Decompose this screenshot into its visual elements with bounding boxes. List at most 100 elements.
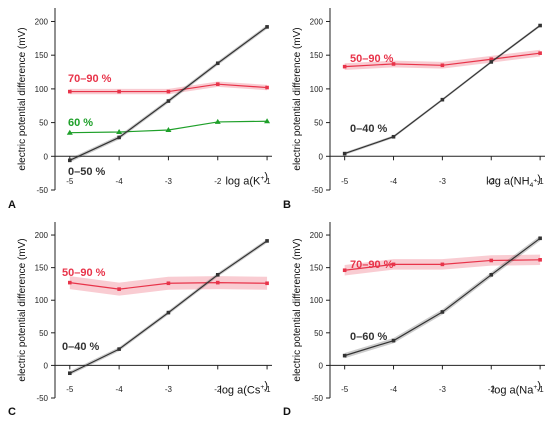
data-point xyxy=(391,338,396,343)
y-tick-label: -50 xyxy=(311,186,323,195)
x-tick-label: -2 xyxy=(214,177,222,186)
data-point xyxy=(67,280,72,285)
data-point xyxy=(117,135,121,140)
data-point xyxy=(538,23,542,28)
y-tick-label: 200 xyxy=(35,17,49,26)
y-tick-label: 150 xyxy=(310,264,324,273)
data-point xyxy=(66,129,73,135)
x-tick-label: -5 xyxy=(66,385,74,394)
data-point xyxy=(215,280,220,285)
x-tick-label: -3 xyxy=(439,385,447,394)
y-tick-label: 100 xyxy=(35,85,49,94)
y-axis-label: electric potential difference (mV) xyxy=(17,27,28,170)
chart-panel-c: -50 0 50 100 150 200 -5 -4 -3 -2 -1 electric potent… xyxy=(8,222,272,418)
data-point xyxy=(342,268,347,273)
y-axis-label: electric potential difference (mV) xyxy=(17,238,28,381)
data-point xyxy=(166,310,171,315)
x-tick-label: -3 xyxy=(165,385,173,394)
data-point xyxy=(440,310,445,314)
x-tick-label: -3 xyxy=(165,177,173,186)
x-axis-label: log a(NH4+) xyxy=(486,174,541,189)
data-point xyxy=(489,258,494,263)
y-tick-label: 0 xyxy=(44,152,49,161)
data-point xyxy=(391,262,396,267)
data-point xyxy=(67,371,72,376)
y-tick-label: 200 xyxy=(35,231,49,240)
data-point xyxy=(538,51,542,55)
data-point xyxy=(265,25,269,29)
y-tick-label: 100 xyxy=(310,296,324,305)
x-tick-label: -4 xyxy=(390,385,398,394)
y-tick-label: 50 xyxy=(39,329,48,338)
y-tick-label: 150 xyxy=(35,51,49,60)
y-tick-label: 200 xyxy=(310,17,324,26)
x-tick-label: -4 xyxy=(116,385,124,394)
data-point xyxy=(117,287,121,291)
data-point xyxy=(67,158,72,163)
y-tick-label: 100 xyxy=(310,85,324,94)
chart-panel-b: -50 0 50 100 150 200 -5 -4 -3 -2 -1 electric potent… xyxy=(283,8,545,211)
x-axis-label: log a(Na+) xyxy=(492,380,541,396)
panel-label: A xyxy=(8,199,16,211)
panel-label: B xyxy=(283,199,291,211)
data-point xyxy=(538,258,542,262)
x-axis-label: log a(Cs+) xyxy=(219,380,268,396)
chart-panel-d: -50 0 50 100 150 200 -5 -4 -3 -2 -1 electric potent… xyxy=(283,222,545,418)
data-point xyxy=(440,63,445,68)
y-axis-label: electric potential difference (mV) xyxy=(292,27,303,170)
data-point xyxy=(165,127,172,133)
x-tick-label: -5 xyxy=(341,385,349,394)
data-point xyxy=(342,64,347,69)
data-point xyxy=(117,89,121,94)
y-tick-label: 50 xyxy=(314,329,323,338)
data-point xyxy=(264,118,271,124)
data-point xyxy=(265,239,269,243)
x-tick-label: -4 xyxy=(116,177,124,186)
y-tick-label: -50 xyxy=(36,394,48,403)
y-axis-label: electric potential difference (mV) xyxy=(292,238,303,381)
series-label: 70–90 % xyxy=(350,259,394,271)
data-point xyxy=(391,62,396,66)
data-point xyxy=(440,97,445,102)
x-tick-label: -1 xyxy=(537,177,545,186)
series-label: 0–60 % xyxy=(350,331,388,343)
series-label: 0–40 % xyxy=(350,123,388,135)
x-tick-label: -2 xyxy=(214,385,222,394)
x-tick-label: -5 xyxy=(341,177,349,186)
data-point xyxy=(489,60,494,64)
data-point xyxy=(342,353,347,358)
data-point xyxy=(265,281,269,286)
data-point xyxy=(166,99,171,103)
x-tick-label: -2 xyxy=(488,385,496,394)
y-tick-label: 50 xyxy=(39,119,48,128)
data-point xyxy=(214,118,221,124)
series-band xyxy=(69,238,268,376)
data-point xyxy=(215,273,220,277)
data-point xyxy=(116,129,123,135)
y-tick-label: 200 xyxy=(310,231,324,240)
panel-label: D xyxy=(283,406,291,418)
y-tick-label: 100 xyxy=(35,296,49,305)
y-tick-label: 0 xyxy=(44,361,49,370)
data-point xyxy=(117,347,121,351)
y-tick-label: 150 xyxy=(310,51,324,60)
data-point xyxy=(215,61,220,66)
data-point xyxy=(265,85,269,90)
y-tick-label: 150 xyxy=(35,264,49,273)
y-tick-label: 50 xyxy=(314,119,323,128)
data-point xyxy=(489,273,494,277)
data-point xyxy=(538,236,542,241)
data-point xyxy=(489,57,494,62)
data-point xyxy=(166,281,171,286)
data-point xyxy=(215,82,220,86)
x-tick-label: -1 xyxy=(264,385,272,394)
data-point xyxy=(440,262,445,267)
series-line xyxy=(69,240,268,374)
series-label: 50–90 % xyxy=(350,53,394,65)
x-tick-label: -5 xyxy=(66,177,74,186)
series-label: 50–90 % xyxy=(62,267,106,279)
series-label: 0–50 % xyxy=(68,166,106,178)
chart-panel-a: -50 0 50 100 150 200 -5 -4 -3 -2 -1 electric potent… xyxy=(8,8,272,211)
y-tick-label: 0 xyxy=(319,152,324,161)
y-tick-label: 0 xyxy=(319,361,324,370)
